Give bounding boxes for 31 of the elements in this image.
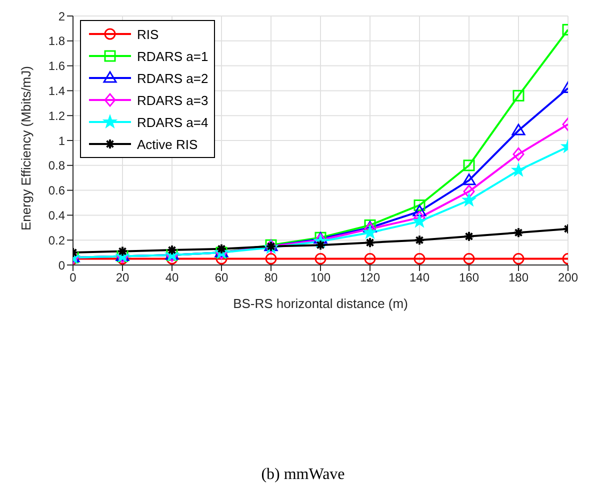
x-tick-label: 160 (458, 270, 480, 285)
y-tick-label: 0.8 (48, 158, 66, 173)
y-tick-label: 0.4 (48, 208, 66, 222)
x-tick-label: 60 (214, 270, 228, 285)
y-tick-label: 1.2 (48, 108, 66, 123)
legend-label: RDARS a=4 (137, 114, 208, 130)
legend-label: RIS (137, 26, 159, 42)
y-tick-label: 0 (58, 258, 66, 272)
y-tick-label: 0.2 (48, 233, 66, 248)
y-tick-label: 1.6 (48, 59, 66, 74)
y-tick-label: 2 (58, 9, 66, 24)
legend-label: Active RIS (137, 136, 198, 152)
x-tick-label: 180 (508, 270, 529, 285)
x-tick-label: 100 (310, 270, 331, 285)
y-tick-label: 1 (58, 134, 66, 148)
y-axis-title: Energy Efficiency (Mbits/mJ) (18, 66, 34, 230)
y-tick-label: 0.6 (48, 184, 66, 198)
y-tick-label: 1.8 (48, 34, 66, 48)
x-axis-title: BS-RS horizontal distance (m) (233, 296, 408, 311)
x-tick-label: 80 (264, 270, 278, 285)
legend-label: RDARS a=1 (137, 48, 208, 64)
legend-label: RDARS a=3 (137, 92, 208, 108)
x-tick-label: 140 (409, 270, 430, 285)
x-tick-label: 20 (116, 270, 130, 285)
x-tick-label: 40 (165, 270, 179, 285)
x-tick-label: 0 (70, 270, 77, 285)
legend-label: RDARS a=2 (137, 70, 208, 86)
y-tick-label: 1.4 (48, 84, 66, 98)
x-tick-label: 200 (558, 270, 578, 285)
x-tick-label: 120 (360, 270, 380, 285)
text: (b) mmWave (260, 466, 346, 484)
